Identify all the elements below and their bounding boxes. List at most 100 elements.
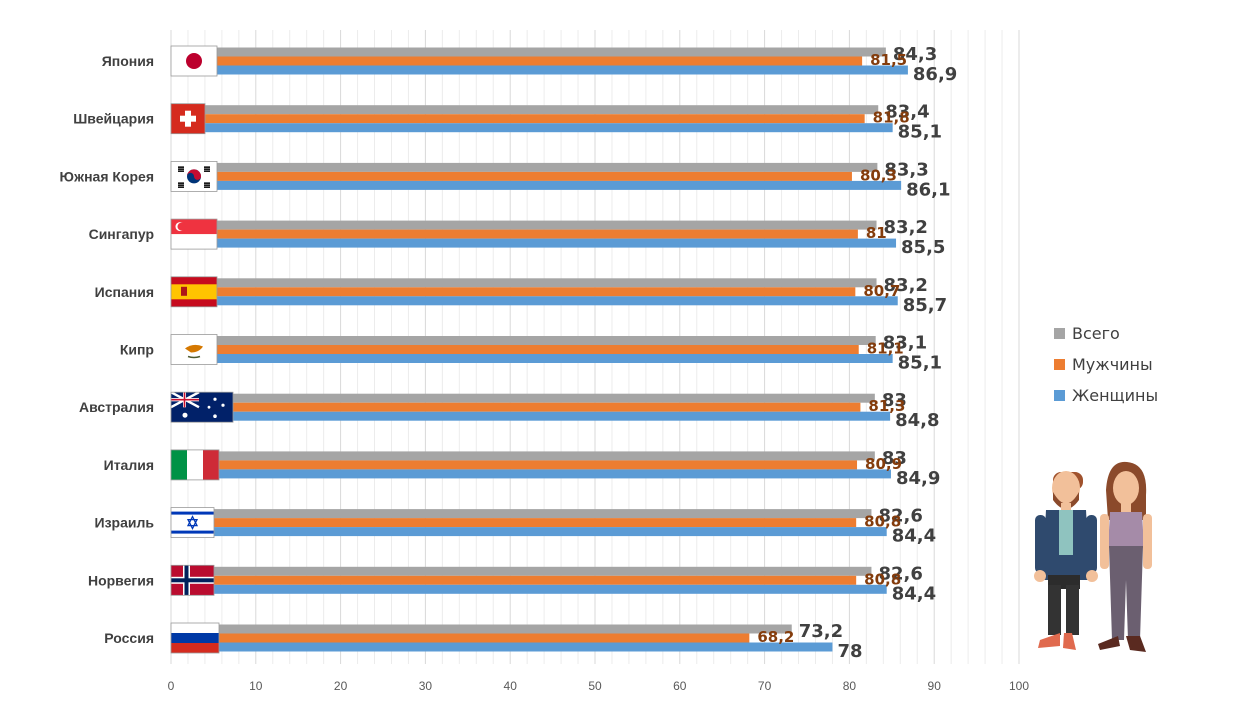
cyprus-flag	[170, 334, 218, 365]
legend-label-men: Мужчины	[1072, 355, 1153, 374]
value-label-men: 80,8	[864, 513, 901, 531]
value-label-total: 83,4	[885, 102, 929, 123]
legend-label-total: Всего	[1072, 324, 1120, 343]
bar-total	[171, 451, 875, 461]
legend-swatch-total	[1054, 328, 1065, 339]
value-label-women: 85,1	[898, 122, 942, 143]
value-label-total: 83	[882, 448, 907, 469]
bar-women	[171, 296, 898, 306]
category-label: Южная Корея	[60, 168, 154, 184]
category-label: Япония	[102, 53, 154, 69]
bar-women	[171, 469, 891, 479]
category-label: Норвегия	[88, 572, 154, 588]
legend: Всего Мужчины Женщины	[1054, 318, 1158, 411]
x-tick-label: 40	[504, 679, 518, 693]
x-axis-ticks: 0 10 20 30 40 50 60 70 80 90 100	[168, 679, 1030, 693]
x-tick-label: 20	[334, 679, 348, 693]
value-label-total: 83,2	[884, 275, 928, 296]
switzerland-flag	[170, 103, 206, 135]
x-tick-label: 30	[419, 679, 433, 693]
italy-flag	[170, 449, 220, 481]
legend-item-men: Мужчины	[1054, 349, 1158, 380]
bar-total	[171, 220, 877, 230]
bar-total	[171, 566, 872, 576]
x-tick-label: 90	[928, 679, 942, 693]
bar-total	[171, 393, 875, 403]
category-labels: Япония Швейцария Южная Корея Сингапур Испани…	[60, 53, 155, 646]
bar-total	[171, 509, 872, 519]
bar-men	[171, 171, 852, 181]
value-label-women: 85,7	[903, 295, 947, 316]
x-tick-label: 50	[588, 679, 602, 693]
value-label-men: 80,3	[860, 166, 897, 184]
spain-flag	[170, 276, 218, 308]
category-label: Италия	[104, 457, 154, 473]
value-label-women: 84,8	[895, 410, 939, 431]
category-label: Израиль	[95, 515, 155, 531]
legend-swatch-men	[1054, 359, 1065, 370]
russia-flag	[170, 622, 220, 654]
bar-men	[171, 575, 857, 585]
value-label-women: 84,4	[892, 526, 936, 547]
bar-total	[171, 162, 878, 172]
category-label: Россия	[104, 630, 154, 646]
singapore-flag	[170, 218, 218, 250]
man-figure	[1034, 471, 1098, 650]
bar-men	[171, 402, 861, 412]
x-tick-label: 10	[249, 679, 263, 693]
value-label-total: 83,2	[884, 217, 928, 238]
value-label-women: 85,1	[898, 353, 942, 374]
bar-total	[171, 624, 792, 634]
bar-women	[171, 527, 887, 537]
value-label-women: 78	[837, 641, 862, 662]
category-label: Швейцария	[73, 111, 154, 127]
bar-women	[171, 354, 893, 363]
bar-men	[171, 114, 865, 124]
man-and-woman-icon	[1034, 461, 1152, 652]
category-label: Испания	[95, 284, 154, 300]
value-label-women: 86,1	[906, 179, 950, 200]
bar-women	[171, 584, 887, 594]
value-label-total: 73,2	[799, 621, 843, 642]
flags	[170, 45, 234, 654]
category-label: Кипр	[120, 342, 154, 358]
japan-flag	[170, 45, 218, 77]
bar-total	[171, 278, 877, 288]
bar-men	[171, 287, 856, 297]
legend-label-women: Женщины	[1072, 386, 1159, 405]
value-labels: 84,381,586,983,481,885,183,380,386,183,2…	[757, 44, 957, 662]
value-label-total: 82,6	[878, 563, 922, 584]
value-label-total: 84,3	[893, 44, 937, 65]
x-tick-label: 60	[673, 679, 687, 693]
category-label: Сингапур	[89, 226, 154, 242]
bar-men	[171, 460, 858, 470]
bar-men	[171, 518, 857, 528]
norway-flag	[170, 564, 215, 596]
bar-women	[171, 180, 902, 190]
bar-men	[171, 633, 750, 643]
bar-total	[171, 105, 879, 115]
bar-women	[171, 238, 897, 248]
x-tick-label: 80	[843, 679, 857, 693]
value-label-total: 82,6	[878, 506, 922, 527]
value-label-women: 84,4	[892, 583, 936, 604]
value-label-men: 80,7	[863, 282, 900, 300]
value-label-men: 81	[866, 224, 887, 242]
value-label-women: 85,5	[901, 237, 945, 258]
legend-item-women: Женщины	[1054, 380, 1158, 411]
bar-men	[171, 229, 858, 239]
bar-total	[171, 47, 886, 57]
legend-item-total: Всего	[1054, 318, 1158, 349]
bar-men	[171, 56, 863, 66]
x-tick-label: 70	[758, 679, 772, 693]
value-label-total: 83,1	[883, 333, 927, 354]
value-label-men: 80,8	[864, 570, 901, 588]
australia-flag	[170, 391, 234, 423]
bar-men	[171, 345, 859, 354]
bar-women	[171, 642, 833, 652]
israel-flag	[170, 507, 215, 539]
x-tick-label: 0	[168, 679, 175, 693]
value-label-women: 84,9	[896, 468, 940, 489]
woman-figure	[1098, 461, 1152, 652]
value-label-men: 68,2	[757, 628, 794, 646]
